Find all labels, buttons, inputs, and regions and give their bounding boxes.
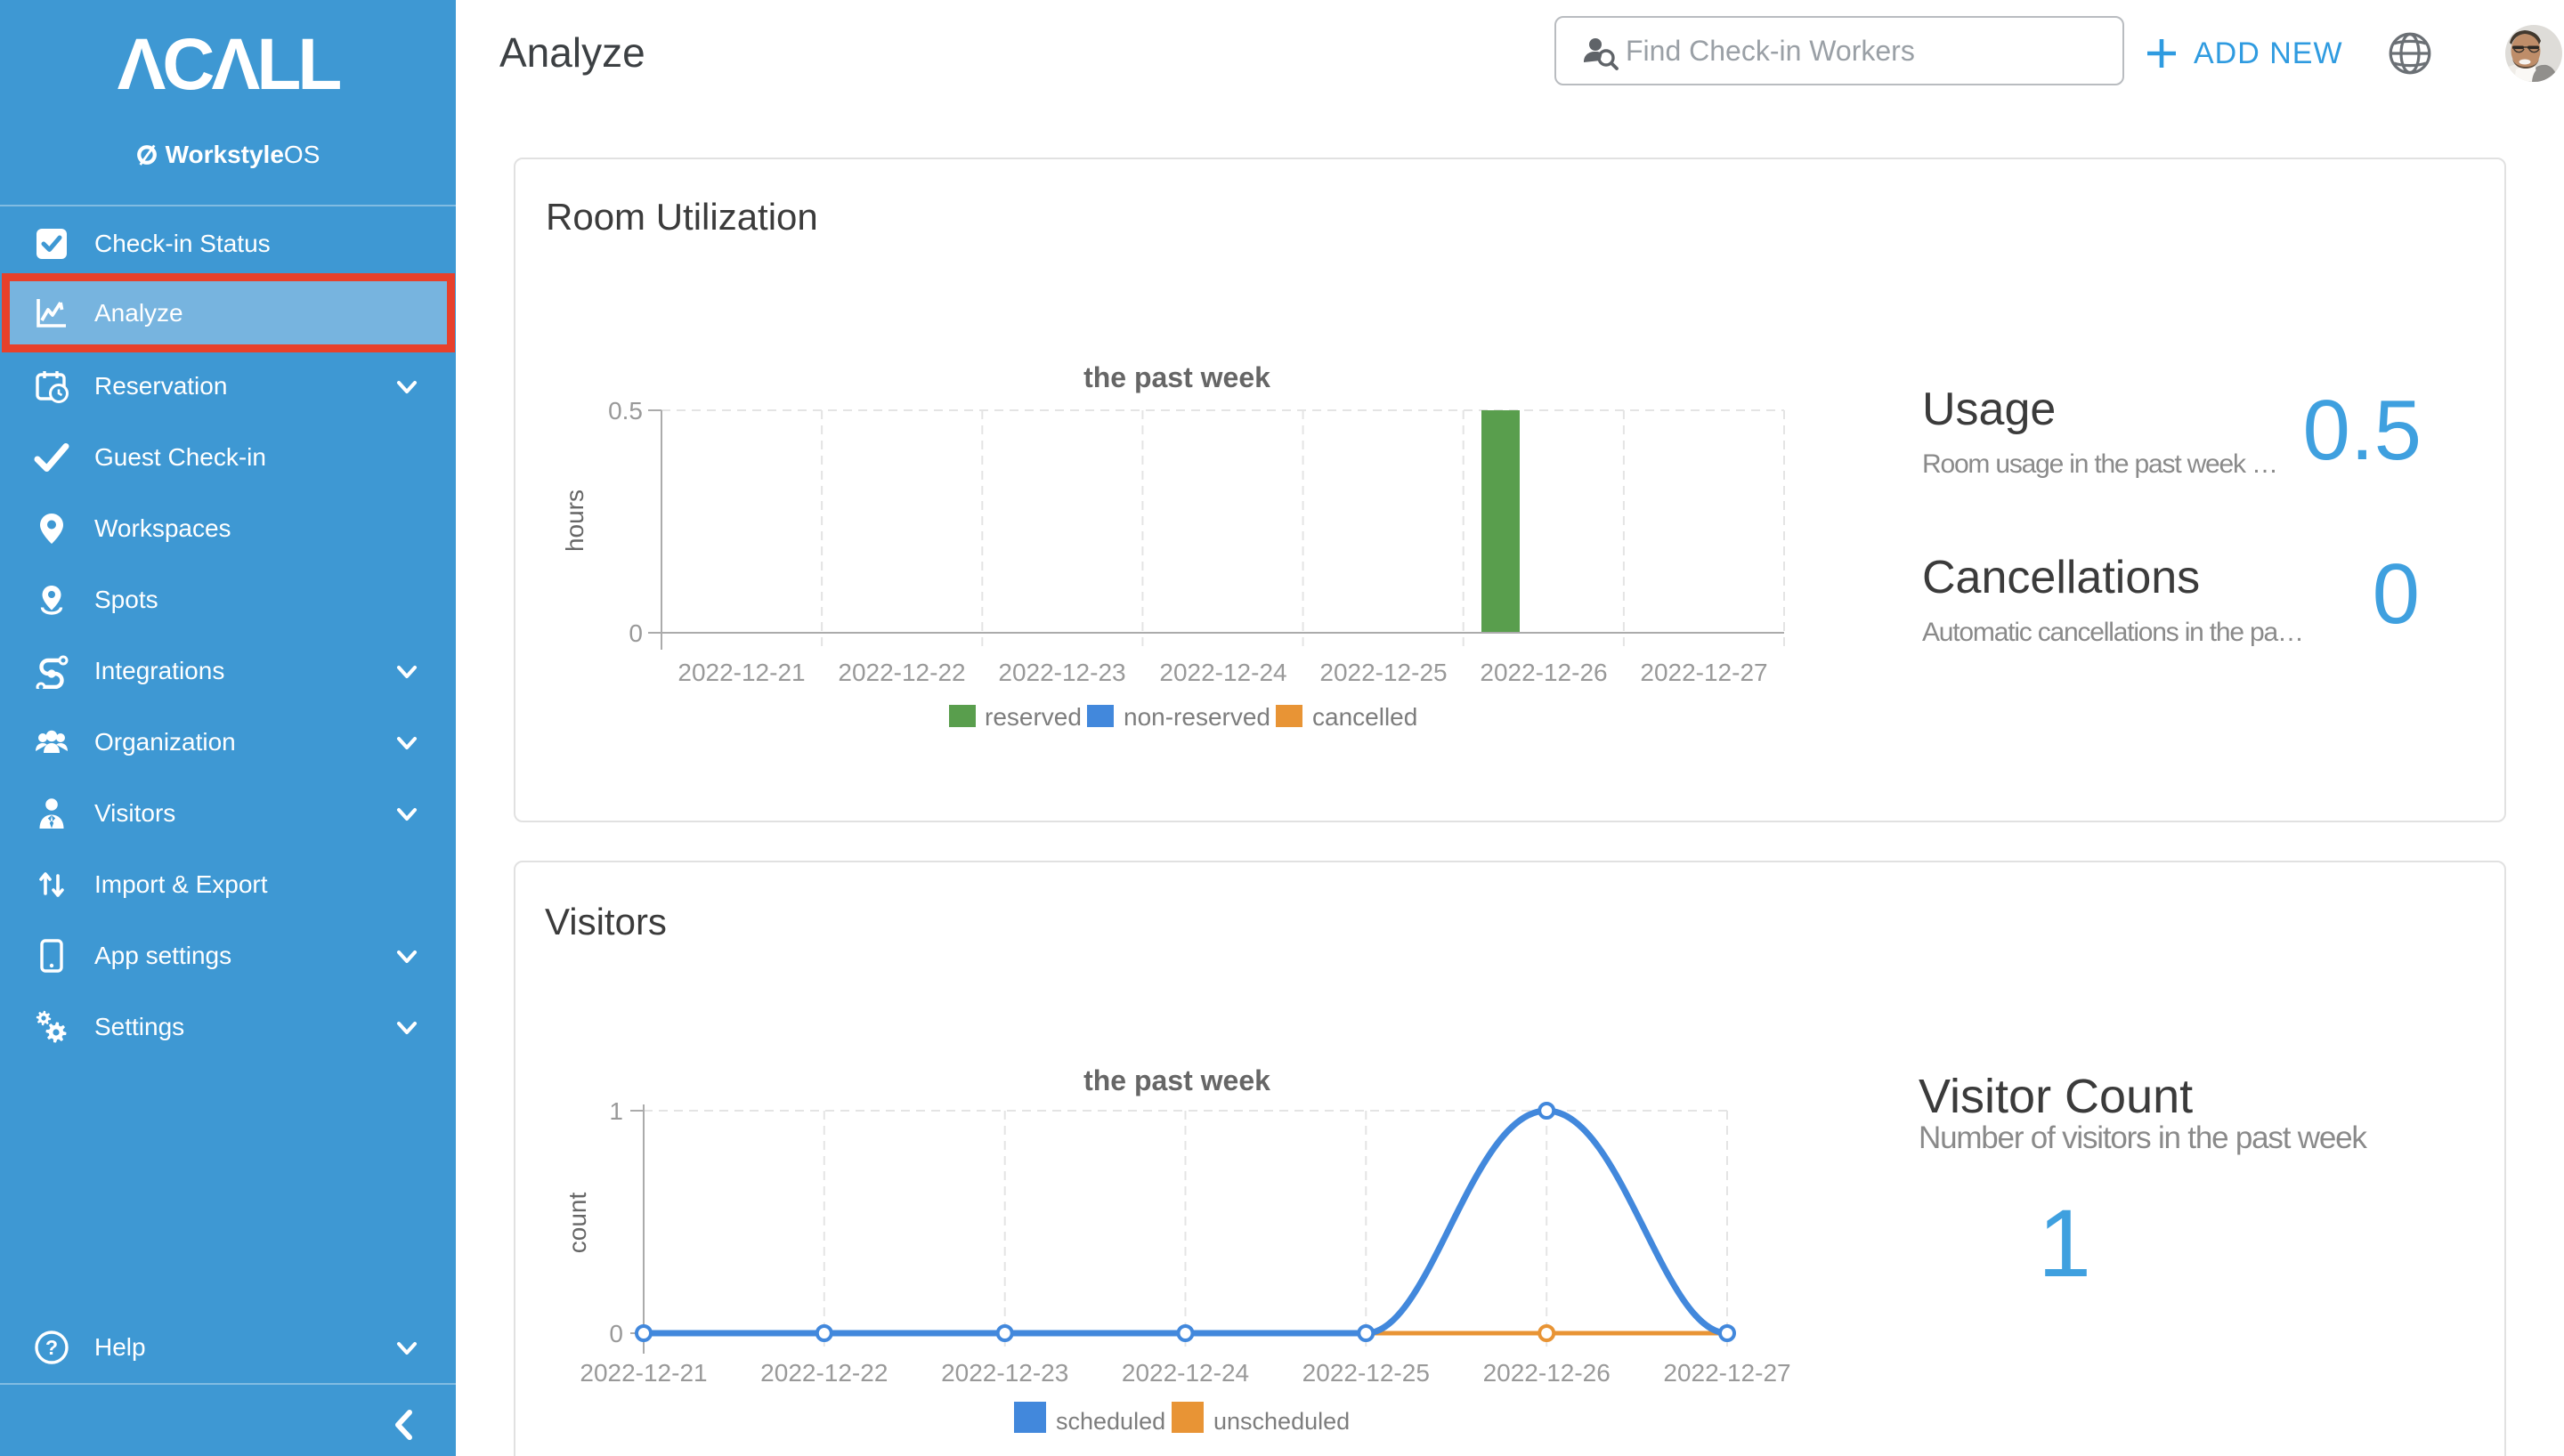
svg-text:cancelled: cancelled [1312, 703, 1417, 731]
svg-text:2022-12-25: 2022-12-25 [1319, 659, 1447, 686]
svg-text:the past week: the past week [1083, 1064, 1270, 1096]
svg-text:count: count [564, 1193, 591, 1254]
svg-text:2022-12-23: 2022-12-23 [941, 1359, 1068, 1387]
svg-text:2022-12-22: 2022-12-22 [760, 1359, 888, 1387]
svg-text:?: ? [45, 1336, 58, 1359]
svg-text:2022-12-27: 2022-12-27 [1663, 1359, 1790, 1387]
svg-text:2022-12-27: 2022-12-27 [1640, 659, 1767, 686]
svg-text:0: 0 [629, 619, 643, 647]
svg-text:0.5: 0.5 [608, 397, 643, 425]
svg-text:hours: hours [561, 489, 588, 552]
svg-text:scheduled: scheduled [1056, 1408, 1165, 1435]
svg-text:2022-12-22: 2022-12-22 [838, 659, 965, 686]
svg-text:0: 0 [609, 1320, 623, 1347]
svg-text:2022-12-24: 2022-12-24 [1159, 659, 1286, 686]
svg-text:the past week: the past week [1083, 361, 1270, 393]
svg-text:2022-12-21: 2022-12-21 [580, 1359, 707, 1387]
svg-text:2022-12-26: 2022-12-26 [1480, 659, 1607, 686]
svg-text:1: 1 [609, 1097, 623, 1125]
svg-text:2022-12-25: 2022-12-25 [1302, 1359, 1430, 1387]
svg-text:reserved: reserved [985, 703, 1082, 731]
svg-text:2022-12-26: 2022-12-26 [1483, 1359, 1611, 1387]
svg-text:non-reserved: non-reserved [1124, 703, 1270, 731]
svg-text:unscheduled: unscheduled [1213, 1408, 1350, 1435]
svg-text:2022-12-24: 2022-12-24 [1122, 1359, 1249, 1387]
svg-text:2022-12-21: 2022-12-21 [678, 659, 805, 686]
svg-text:2022-12-23: 2022-12-23 [998, 659, 1125, 686]
